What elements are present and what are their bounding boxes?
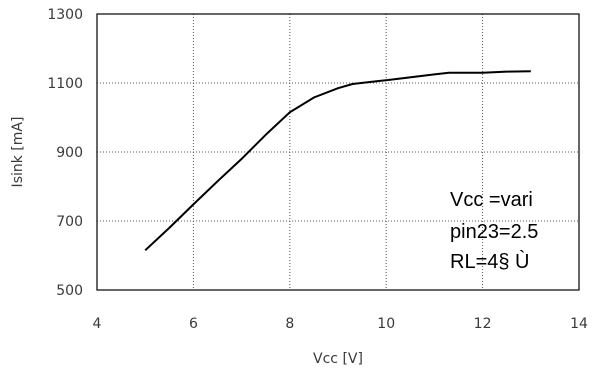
x-tick-labels: 4 6 8 10 12 14 (93, 316, 588, 332)
x-axis-label: Vcc [V] (313, 351, 363, 367)
annotation-pin23: pin23=2.5 (450, 221, 538, 243)
y-tick-label: 1300 (47, 7, 83, 23)
x-tick-label: 6 (189, 316, 198, 332)
series-line (144, 70, 531, 252)
x-tick-label: 14 (570, 316, 588, 332)
grid-lines (97, 14, 579, 290)
x-tick-label: 8 (285, 316, 294, 332)
y-tick-label: 1100 (47, 76, 83, 92)
x-tick-label: 4 (93, 316, 102, 332)
x-tick-label: 12 (474, 316, 492, 332)
annotation-rl: RL=4§ Ù (450, 250, 530, 273)
x-tick-label: 10 (377, 316, 395, 332)
plot-frame (96, 13, 580, 291)
y-tick-labels: 500 700 900 1100 1300 (47, 7, 83, 299)
y-axis-label: Isink [mA] (10, 117, 26, 188)
annotation-vcc: Vcc =vari (450, 189, 533, 211)
y-tick-label: 500 (56, 283, 83, 299)
y-tick-label: 900 (56, 145, 83, 161)
y-tick-label: 700 (56, 214, 83, 230)
